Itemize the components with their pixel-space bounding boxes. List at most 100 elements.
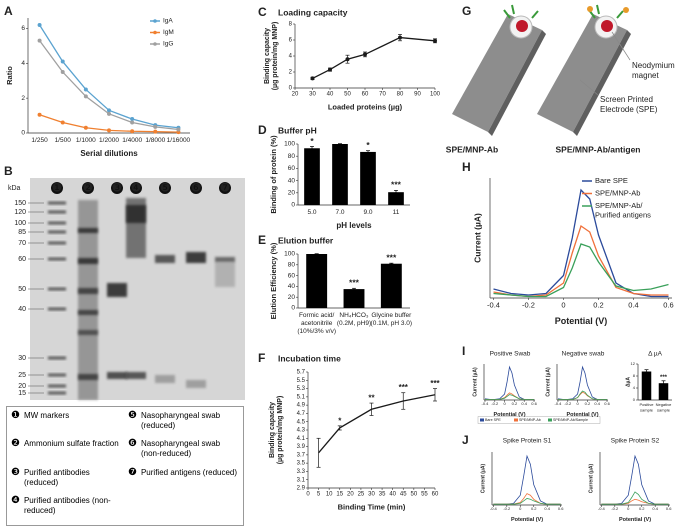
x-tick-label: 0.6 [604, 401, 610, 406]
marker [83, 125, 88, 130]
x-tick-label: 0.6 [531, 401, 537, 406]
x-tick-label: 0.2 [585, 401, 591, 406]
series-line [39, 40, 179, 131]
gel-band [78, 310, 98, 315]
x-tick-label: 0.4 [521, 401, 527, 406]
x-tick-label: 1/500 [55, 137, 72, 144]
gel-band [215, 257, 235, 262]
marker [83, 87, 88, 92]
marker [60, 59, 65, 64]
y-tick-label: 0 [633, 397, 636, 402]
y-tick-label: 5.1 [297, 394, 306, 400]
x-tick-label: Negative [656, 402, 673, 407]
legend-label: IgM [163, 29, 174, 36]
y-axis-label: Current (µA) [472, 213, 482, 263]
bar [306, 254, 328, 308]
gel-legend-item: ❷ Ammonium sulfate fraction [11, 439, 122, 464]
panel-letter: G [462, 4, 471, 18]
y-axis-label: (µg protein/mg MNP) [272, 22, 279, 91]
gel-band [48, 241, 66, 245]
legend-label: SPE/MNP-Ab [519, 418, 541, 422]
magnet-label: magnet [632, 71, 659, 80]
y-tick-label: 4.7 [297, 411, 306, 417]
panel-letter: H [462, 160, 471, 174]
legend-text: MW markers [23, 411, 70, 420]
electrode-label: Electrode (SPE) [600, 105, 658, 114]
y-tick-label: 80 [288, 262, 296, 269]
series-line [484, 394, 535, 400]
marker [310, 76, 315, 81]
y-tick-label: 20 [288, 294, 296, 301]
legend-number: ❶ [11, 410, 20, 421]
x-tick-label: 0 [519, 506, 522, 511]
x-tick-label: 20 [292, 92, 299, 98]
pointer [611, 31, 631, 61]
x-tick-label: -0.4 [555, 401, 563, 406]
x-tick-label: Formic acid/ [299, 312, 335, 319]
significance: *** [660, 375, 668, 381]
x-tick-label: 55 [421, 492, 428, 498]
marker [345, 57, 350, 62]
legend-swatch [514, 418, 518, 422]
y-axis-label: Current (µA) [480, 464, 486, 494]
y-axis-label: Ratio [5, 66, 14, 85]
x-tick-label: 11 [393, 209, 400, 216]
x-tick-label: 0.2 [593, 300, 603, 309]
x-tick-label: 0 [576, 401, 579, 406]
x-tick-label: 9.0 [363, 209, 372, 216]
y-tick-label: 3.7 [297, 452, 306, 458]
gel-band [78, 258, 98, 264]
y-tick-label: 12 [631, 361, 636, 366]
lane-badge [130, 182, 142, 194]
gel-band [215, 262, 235, 287]
y-tick-label: 0 [291, 202, 295, 209]
marker-label: 40 [18, 306, 26, 313]
gel-band [126, 372, 146, 379]
x-axis-label: Potential (V) [555, 316, 608, 326]
x-tick-label: 0.4 [628, 300, 638, 309]
gel-legend-item: ❻ Nasopharyngeal swab (non-reduced) [128, 439, 239, 464]
legend-number: ❼ [128, 466, 137, 478]
gel-band [126, 205, 146, 223]
y-axis-label: Binding capacity [264, 28, 271, 84]
y-tick-label: 0 [21, 130, 25, 137]
marker-label: 150 [14, 200, 26, 207]
y-tick-label: 100 [284, 251, 295, 258]
y-tick-label: 2 [289, 70, 293, 76]
x-tick-label: 7.0 [335, 209, 344, 216]
significance: ** [368, 394, 375, 403]
lane-badge [190, 182, 202, 194]
bar [380, 263, 402, 308]
lane-number: ❷ [83, 181, 94, 195]
x-tick-label: Glycine buffer [371, 312, 412, 319]
chart-title: Spike Protein S2 [611, 438, 660, 445]
x-tick-label: 25 [358, 492, 365, 498]
x-tick-label: 0.2 [639, 506, 645, 511]
x-tick-label: NH₄HCO₃ [339, 312, 368, 319]
lane-number: ❻ [191, 181, 202, 195]
x-axis-label: pH levels [336, 221, 372, 230]
x-tick-label: 70 [379, 92, 386, 98]
panel-letter: J [462, 433, 469, 447]
bar [343, 289, 365, 308]
gel-band [186, 252, 206, 263]
gel-legend-item: ❺ Nasopharyngeal swab (reduced) [128, 411, 239, 436]
bar [360, 151, 376, 205]
legend-text: Nasopharyngeal swab (reduced) [140, 411, 221, 430]
x-tick-label: 5.0 [307, 209, 316, 216]
series-line [493, 243, 669, 298]
x-tick-label: 100 [430, 92, 441, 98]
y-tick-label: 4 [633, 385, 636, 390]
x-axis-label: Potential (V) [493, 412, 525, 418]
marker-label: 50 [18, 286, 26, 293]
marker [398, 35, 402, 40]
electrode-edge [573, 30, 631, 136]
y-tick-label: 6 [21, 25, 25, 32]
x-tick-label: -0.2 [564, 401, 572, 406]
gel-band [48, 384, 66, 388]
y-tick-label: 60 [288, 165, 296, 172]
chart-title: Incubation time [278, 353, 341, 363]
significance: *** [386, 253, 397, 263]
bar [388, 192, 404, 205]
magnet [601, 20, 613, 32]
